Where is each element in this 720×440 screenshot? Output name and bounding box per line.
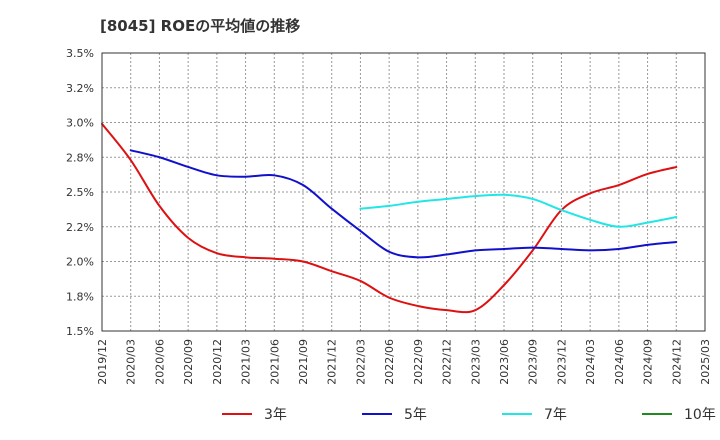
y-tick-label: 3.2%: [66, 82, 94, 95]
x-tick-label: 2022/03: [354, 339, 367, 385]
y-tick-label: 2.5%: [66, 186, 94, 199]
y-tick-label: 3.5%: [66, 47, 94, 60]
y-tick-label: 1.5%: [66, 325, 94, 338]
legend-label: 5年: [404, 407, 427, 423]
legend: 3年 5年 7年 10年: [222, 407, 716, 423]
y-axis-ticks: 1.5% 1.8% 2.0% 2.2% 2.5% 2.8% 3.0% 3.2% 3.5%: [66, 47, 94, 338]
y-tick-label: 2.2%: [66, 221, 94, 234]
legend-label: 7年: [544, 407, 567, 423]
y-tick-label: 2.8%: [66, 151, 94, 164]
x-tick-label: 2020/09: [182, 339, 195, 385]
x-tick-label: 2022/06: [383, 339, 396, 385]
x-axis-ticks: 2019/12 2020/03 2020/06 2020/09 2020/12 2021/…: [96, 339, 712, 385]
series-line-1: [101, 122, 678, 314]
x-tick-label: 2019/12: [96, 339, 109, 385]
chart-title: [8045] ROEの平均値の推移: [100, 17, 300, 35]
x-tick-label: 2022/09: [412, 339, 425, 385]
x-tick-label: 2021/06: [268, 339, 281, 385]
x-tick-label: 2020/03: [125, 339, 138, 385]
x-tick-label: 2020/06: [153, 339, 166, 385]
plot-grid: [101, 52, 706, 332]
x-tick-label: 2023/12: [555, 339, 568, 385]
x-tick-label: 2024/06: [613, 339, 626, 385]
x-tick-label: 2022/12: [441, 339, 454, 385]
plot-frame: [101, 52, 706, 332]
x-tick-label: 2024/12: [670, 339, 683, 385]
y-tick-label: 3.0%: [66, 117, 94, 130]
x-tick-label: 2021/12: [326, 339, 339, 385]
x-tick-label: 2024/09: [642, 339, 655, 385]
x-tick-label: 2021/03: [240, 339, 253, 385]
x-tick-label: 2023/09: [527, 339, 540, 385]
x-tick-label: 2025/03: [699, 339, 712, 385]
y-tick-label: 2.0%: [66, 256, 94, 269]
x-tick-label: 2023/03: [469, 339, 482, 385]
series-line-3: [359, 193, 678, 228]
series-line-2: [129, 149, 678, 259]
x-tick-label: 2023/06: [498, 339, 511, 385]
y-tick-label: 1.8%: [66, 290, 94, 303]
x-tick-label: 2021/09: [297, 339, 310, 385]
x-tick-label: 2020/12: [211, 339, 224, 385]
legend-label: 3年: [264, 407, 287, 423]
x-tick-label: 2024/03: [584, 339, 597, 385]
legend-label: 10年: [684, 407, 716, 423]
series-lines: [101, 122, 678, 314]
